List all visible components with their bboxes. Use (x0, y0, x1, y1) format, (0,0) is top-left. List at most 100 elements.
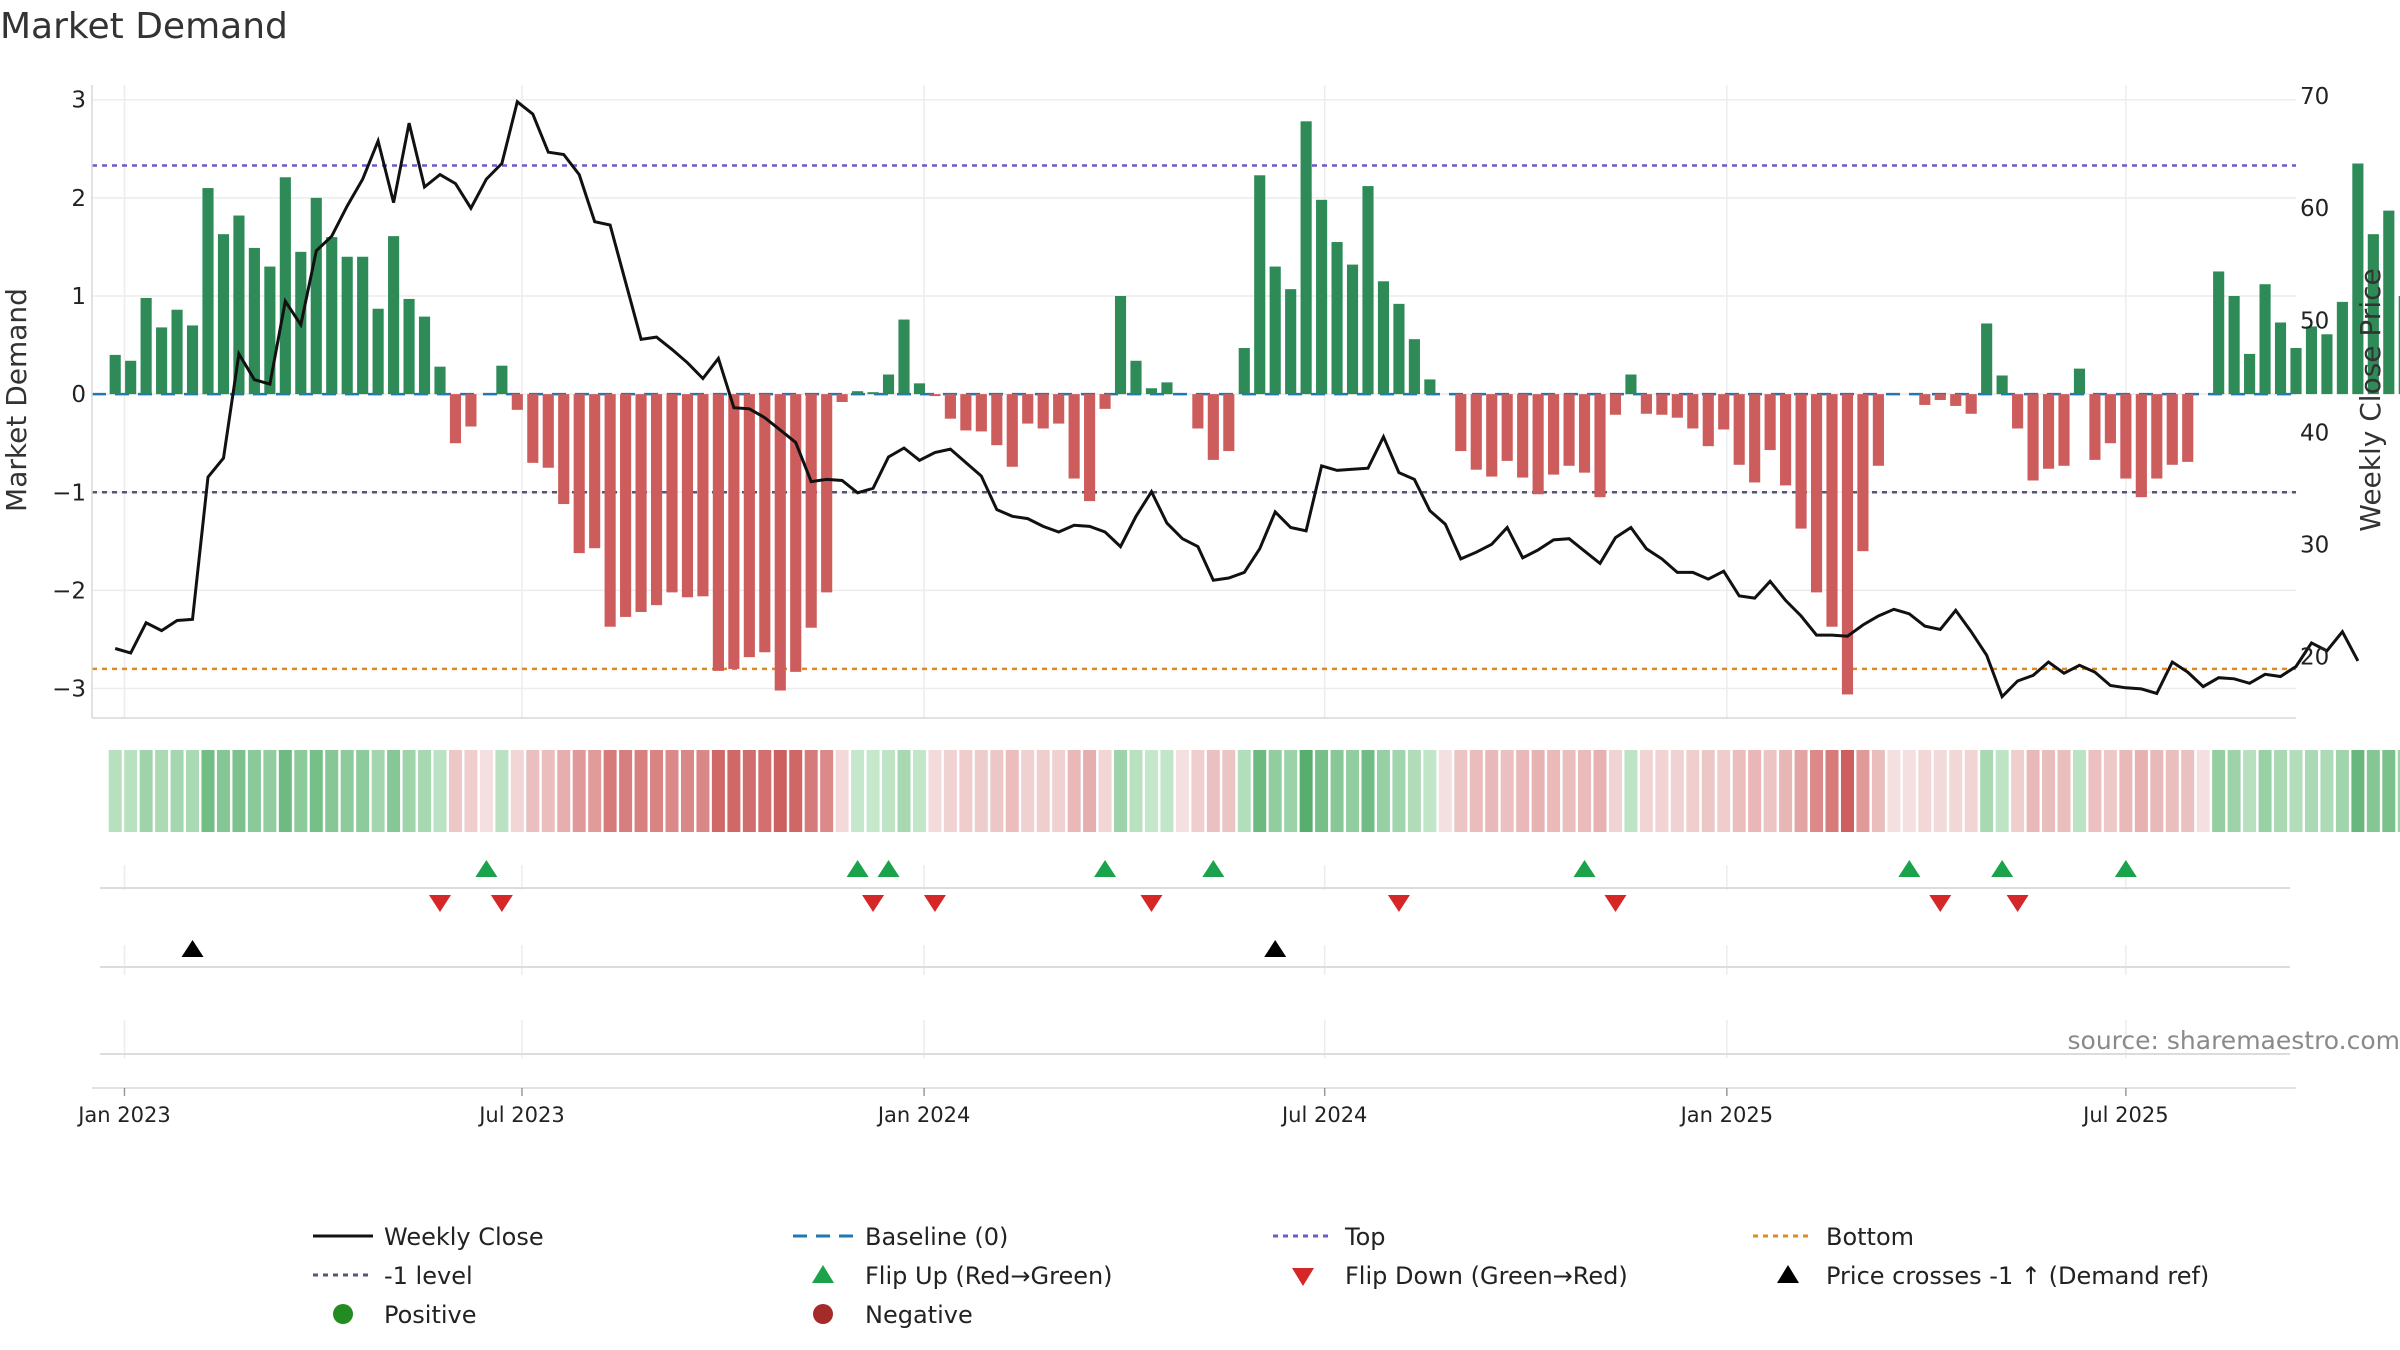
demand-bar (279, 177, 291, 395)
demand-bar (1486, 394, 1498, 477)
heat-cell (1902, 750, 1916, 832)
heat-cell (1624, 750, 1638, 832)
demand-bar (2120, 394, 2132, 479)
heat-cell (2397, 750, 2400, 832)
demand-bar (1269, 266, 1281, 395)
demand-bar (898, 319, 910, 395)
heat-cell (1717, 750, 1731, 832)
demand-bar (264, 266, 276, 395)
y2-tick-label: 60 (2300, 196, 2329, 222)
demand-bar (1223, 394, 1235, 452)
heat-cell (1191, 750, 1205, 832)
cross-marker (181, 940, 204, 957)
source-label: source: sharemaestro.com (2068, 1026, 2400, 1055)
demand-bar (2166, 394, 2178, 465)
heat-cell (711, 750, 725, 832)
heat-cell (1856, 750, 1870, 832)
heat-cell (2150, 750, 2164, 832)
y-tick-label: 0 (71, 382, 86, 408)
x-tick-label: Jan 2024 (876, 1103, 971, 1127)
heat-cell (1299, 750, 1313, 832)
heat-cell (2335, 750, 2349, 832)
heat-cell (1516, 750, 1530, 832)
demand-bar (248, 247, 260, 395)
heat-cell (1005, 750, 1019, 832)
demand-bar (604, 394, 616, 627)
heat-cell (2212, 750, 2226, 832)
demand-bar (1532, 394, 1544, 495)
y2-tick-label: 40 (2300, 420, 2329, 446)
demand-bar (635, 394, 647, 613)
demand-bar (1517, 394, 1529, 478)
y-tick-label: 2 (71, 186, 86, 212)
x-tick-label: Jul 2025 (2081, 1103, 2168, 1127)
flip-down-marker (490, 895, 513, 912)
demand-bar (2383, 210, 2395, 395)
heat-cell (1284, 750, 1298, 832)
legend: Weekly Close Baseline (0) Top Bottom -1 … (313, 1223, 2209, 1329)
heat-cell (974, 750, 988, 832)
x-axis-ticks: Jan 2023 Jul 2023 Jan 2024 Jul 2024 Jan 2025… (76, 1087, 2296, 1127)
flip-up-marker (846, 860, 869, 877)
demand-bar (1099, 394, 1111, 409)
demand-bar (1872, 394, 1884, 466)
legend-cross: Price crosses -1 ↑ (Demand ref) (1826, 1262, 2209, 1290)
heat-cell (696, 750, 710, 832)
heat-cell (680, 750, 694, 832)
heat-cell (851, 750, 865, 832)
demand-bar (991, 394, 1003, 446)
heat-cell (1485, 750, 1499, 832)
legend-flip-up: Flip Up (Red→Green) (865, 1262, 1113, 1290)
demand-bar (2352, 163, 2364, 395)
heat-cell (1144, 750, 1158, 832)
demand-bar (1254, 175, 1266, 395)
y-tick-label: −3 (52, 677, 86, 703)
demand-bar (2042, 394, 2055, 469)
heat-cell (1222, 750, 1236, 832)
heat-cell (1995, 750, 2009, 832)
heat-cell (2320, 750, 2334, 832)
heat-cell (402, 750, 416, 832)
y2-tick-label: 50 (2300, 308, 2329, 334)
demand-bar (403, 298, 415, 395)
demand-bar (944, 394, 956, 419)
demand-bar (759, 394, 771, 653)
heat-cell (943, 750, 957, 832)
demand-bar (1826, 394, 1838, 627)
demand-bar (186, 325, 199, 395)
y-tick-label: 1 (71, 284, 86, 310)
legend-swatch-negative (813, 1304, 833, 1324)
heat-cell (789, 750, 803, 832)
heat-cell (1237, 750, 1251, 832)
demand-bar (558, 394, 570, 505)
demand-bar (1718, 394, 1730, 430)
heat-cell (108, 750, 122, 832)
heat-cell (820, 750, 834, 832)
y2-axis-label: Weekly Close Price (2354, 268, 2387, 531)
heat-cell (665, 750, 679, 832)
demand-bars (109, 121, 2400, 695)
heat-cell (1810, 750, 1824, 832)
heat-cell (727, 750, 741, 832)
y2-tick-label: 20 (2300, 644, 2329, 670)
heat-cell (1531, 750, 1545, 832)
demand-bar (1207, 394, 1219, 460)
heat-cell (804, 750, 818, 832)
flip-up-marker (1898, 860, 1921, 877)
demand-bar (171, 309, 183, 395)
demand-bar (1377, 281, 1390, 395)
flip-down-marker (1387, 895, 1410, 912)
heat-cell (2134, 750, 2148, 832)
heat-cell (526, 750, 540, 832)
demand-bar (2274, 322, 2287, 395)
flip-down-marker (1604, 895, 1627, 912)
demand-bar (1068, 394, 1080, 479)
demand-bar (1609, 394, 1622, 415)
heat-cell (1454, 750, 1468, 832)
demand-bar (1841, 394, 1854, 695)
legend-minus1: -1 level (384, 1262, 473, 1290)
demand-bar (341, 256, 353, 395)
flip-up-marker (1991, 860, 2014, 877)
flip-down-marker (923, 895, 946, 912)
heat-cell (2243, 750, 2257, 832)
